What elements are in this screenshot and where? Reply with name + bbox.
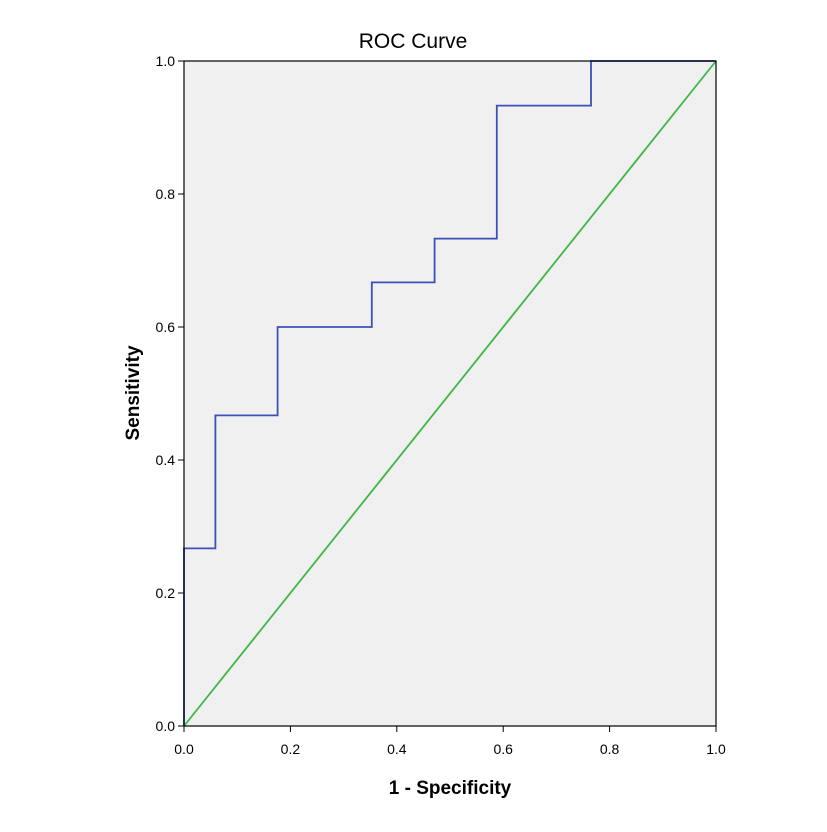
- x-tick-label: 0.2: [281, 741, 301, 757]
- x-axis-title: 1 - Specificity: [389, 778, 512, 799]
- x-tick-label: 1.0: [706, 741, 726, 757]
- x-tick-label: 0.4: [387, 741, 407, 757]
- y-tick-label: 0.4: [156, 452, 176, 468]
- plot-frame: [183, 60, 717, 727]
- x-tick-label: 0.6: [493, 741, 513, 757]
- x-tick-label: 0.8: [600, 741, 620, 757]
- roc-curve-line: [183, 60, 716, 726]
- y-tick-label: 0.2: [156, 585, 176, 601]
- reference-diagonal-line: [183, 60, 717, 727]
- series-layer: [183, 60, 717, 727]
- y-tick-label: 0.8: [156, 186, 176, 202]
- ticks-layer: 0.0 0.2 0.4 0.6 0.8 1.0 0.0 0.2 0.4 0.6 0.8 1.0: [156, 53, 726, 757]
- y-tick-label: 1.0: [156, 53, 176, 69]
- x-tick-label: 0.0: [174, 741, 194, 757]
- y-tick-label: 0.6: [156, 319, 176, 335]
- y-tick-label: 0.0: [156, 718, 176, 734]
- y-axis-title: Sensitivity: [123, 345, 144, 440]
- chart-title: ROC Curve: [359, 30, 468, 53]
